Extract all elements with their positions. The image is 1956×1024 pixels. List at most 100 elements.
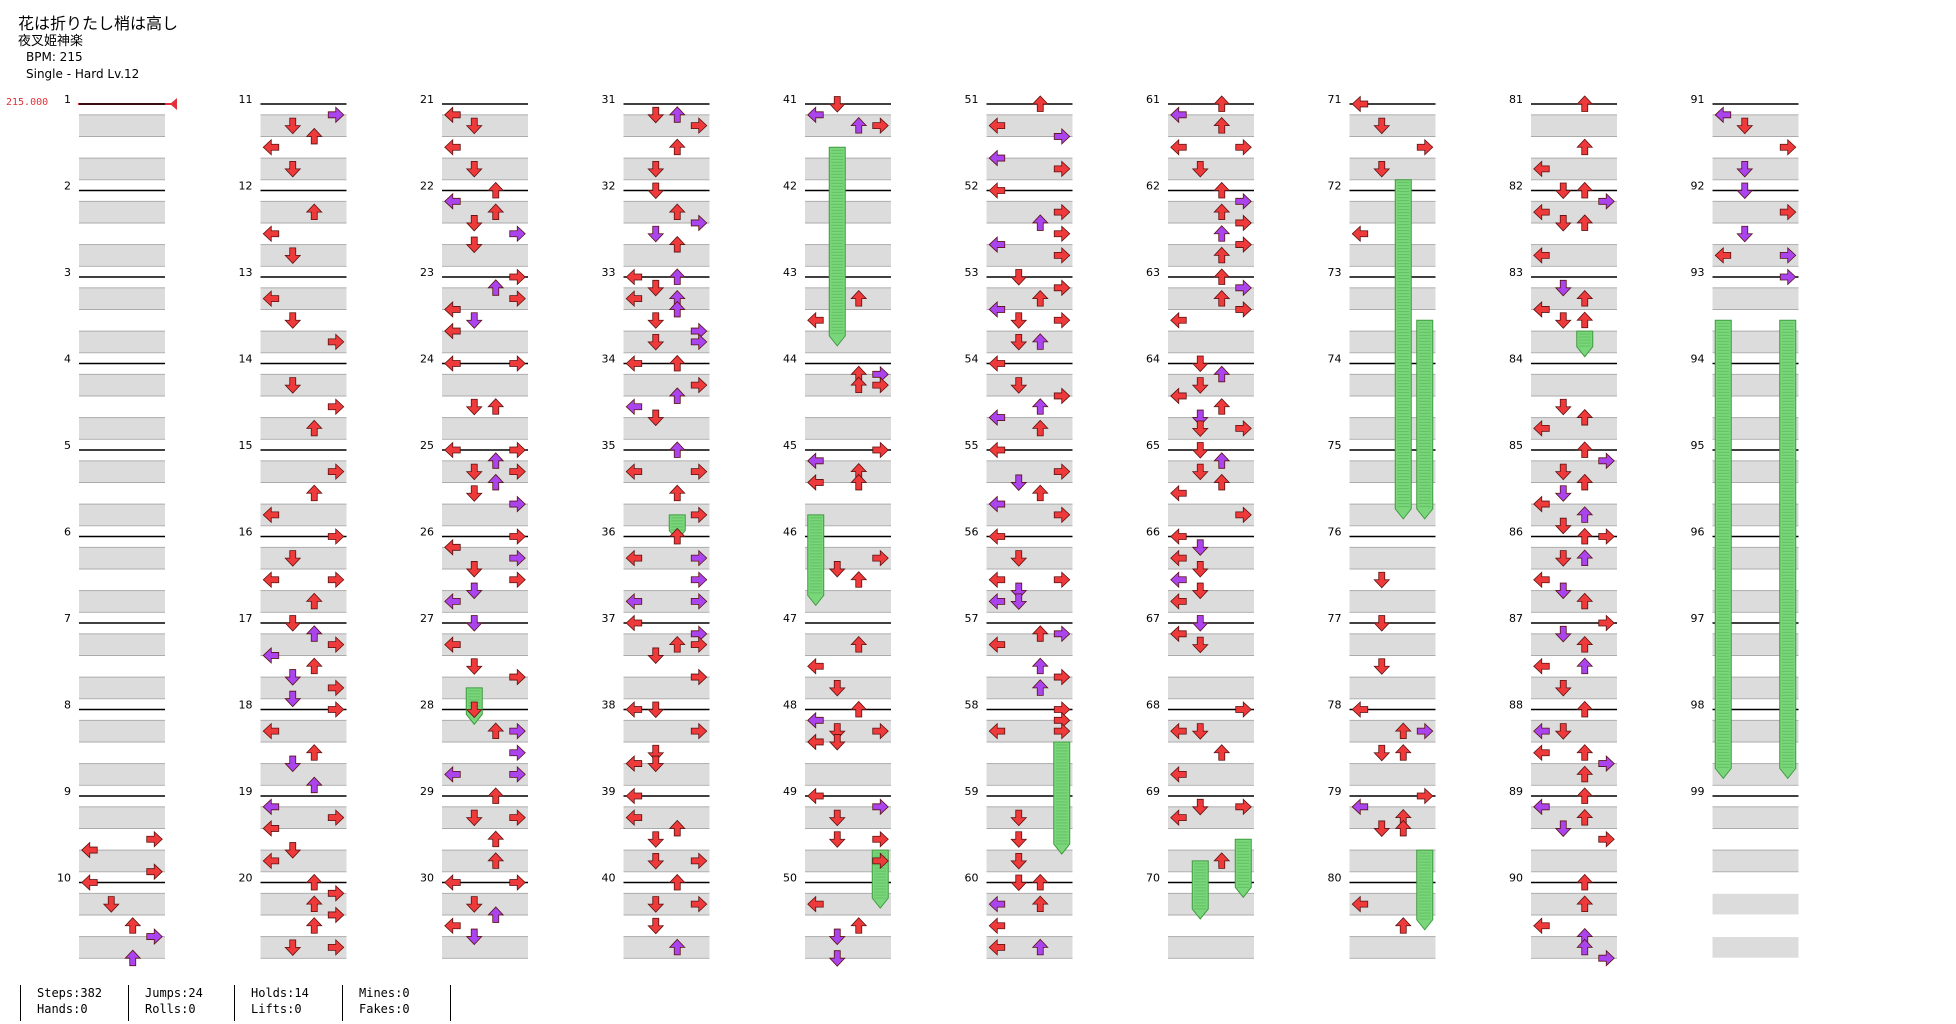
arrow-down-icon bbox=[465, 928, 483, 946]
staff-band bbox=[805, 591, 891, 612]
arrow-up-icon bbox=[305, 203, 323, 221]
arrow-right-icon bbox=[1598, 452, 1615, 470]
arrow-left-icon bbox=[81, 841, 98, 859]
arrow-up-icon bbox=[1031, 333, 1049, 350]
staff-band bbox=[1168, 461, 1254, 482]
staff-band bbox=[986, 677, 1073, 699]
staff-band bbox=[79, 720, 165, 742]
staff-band bbox=[1349, 893, 1436, 915]
arrow-left-icon bbox=[625, 398, 643, 416]
arrow-right-icon bbox=[327, 884, 345, 902]
measure-number: 34 bbox=[602, 353, 616, 366]
staff-band bbox=[623, 764, 710, 785]
arrow-right-icon bbox=[1235, 236, 1252, 253]
arrow-down-icon bbox=[828, 928, 846, 946]
arrow-down-icon bbox=[1736, 160, 1754, 178]
arrow-right-icon bbox=[690, 549, 708, 567]
arrow-left-icon bbox=[625, 355, 643, 372]
measure-number: 2 bbox=[64, 180, 71, 193]
staff-band bbox=[986, 807, 1073, 828]
measure-number: 95 bbox=[1691, 439, 1705, 452]
staff-band bbox=[986, 504, 1073, 526]
arrow-up-icon bbox=[1213, 203, 1231, 221]
arrow-down-icon bbox=[1736, 225, 1754, 243]
arrow-up-icon bbox=[1031, 625, 1049, 642]
staff-band bbox=[1349, 201, 1436, 223]
arrow-right-icon bbox=[1235, 214, 1252, 232]
staff-band bbox=[260, 374, 347, 396]
arrow-left-icon bbox=[1351, 798, 1369, 816]
arrow-down-icon bbox=[1554, 215, 1572, 232]
arrow-right-icon bbox=[1235, 419, 1252, 437]
staff-band bbox=[79, 764, 165, 785]
staff-band bbox=[1712, 591, 1799, 612]
arrow-right-icon bbox=[690, 506, 708, 524]
measure-number: 16 bbox=[239, 526, 253, 539]
staff-band bbox=[1712, 418, 1799, 439]
staff-band bbox=[79, 937, 165, 958]
staff-band bbox=[79, 331, 165, 353]
arrow-down-icon bbox=[284, 939, 302, 956]
arrow-down-icon bbox=[1010, 269, 1028, 286]
arrow-right-icon bbox=[1053, 279, 1071, 297]
staff-band bbox=[623, 547, 710, 569]
staff-band bbox=[1712, 547, 1799, 569]
arrow-left-icon bbox=[444, 592, 461, 610]
staff-band bbox=[1349, 374, 1436, 396]
staff-band bbox=[1168, 331, 1254, 353]
measure-number: 98 bbox=[1691, 699, 1705, 712]
arrow-right-icon bbox=[1053, 506, 1071, 524]
staff-band bbox=[442, 331, 528, 353]
staff-band bbox=[1168, 677, 1254, 699]
arrow-left-icon bbox=[262, 647, 280, 664]
arrow-left-icon bbox=[1170, 625, 1187, 643]
arrow-right-icon bbox=[1779, 268, 1797, 286]
measure-number: 28 bbox=[420, 699, 434, 712]
arrow-right-icon bbox=[1598, 192, 1615, 210]
arrow-right-icon bbox=[1053, 160, 1071, 178]
staff-band bbox=[79, 677, 165, 699]
arrow-up-icon bbox=[1213, 95, 1231, 112]
measure-number: 9 bbox=[64, 785, 71, 798]
arrow-right-icon bbox=[509, 528, 526, 545]
staff-band bbox=[260, 893, 347, 915]
arrow-up-icon bbox=[1213, 246, 1231, 264]
arrow-right-icon bbox=[1598, 755, 1615, 772]
staff-band bbox=[442, 461, 528, 482]
measure-number: 41 bbox=[783, 93, 797, 106]
staff-band bbox=[260, 937, 347, 958]
arrow-up-icon bbox=[1394, 744, 1412, 761]
staff-band bbox=[986, 418, 1073, 439]
arrow-right-icon bbox=[327, 679, 345, 697]
arrow-right-icon bbox=[327, 938, 345, 956]
staff-band bbox=[1712, 115, 1799, 136]
staff-band bbox=[986, 937, 1073, 958]
arrow-right-icon bbox=[872, 441, 889, 459]
hold-note bbox=[807, 514, 825, 607]
measure-number: 93 bbox=[1691, 266, 1705, 279]
arrow-down-icon bbox=[828, 734, 846, 751]
arrow-up-icon bbox=[668, 203, 686, 221]
staff-band bbox=[1168, 115, 1254, 136]
arrow-down-icon bbox=[647, 647, 665, 665]
measure-number: 7 bbox=[64, 612, 71, 625]
arrow-down-icon bbox=[465, 485, 483, 502]
staff-band bbox=[260, 677, 347, 699]
staff-band bbox=[805, 374, 891, 396]
arrow-up-icon bbox=[487, 452, 505, 469]
arrow-down-icon bbox=[465, 463, 483, 481]
arrow-right-icon bbox=[872, 852, 889, 870]
arrow-down-icon bbox=[1554, 679, 1572, 697]
arrow-right-icon bbox=[509, 765, 526, 783]
arrow-right-icon bbox=[327, 701, 345, 718]
staff-band bbox=[1531, 331, 1617, 353]
arrow-left-icon bbox=[807, 895, 824, 913]
arrow-right-icon bbox=[1779, 138, 1797, 156]
staff-band bbox=[79, 115, 165, 136]
measure-number: 89 bbox=[1509, 785, 1523, 798]
arrow-down-icon bbox=[647, 225, 665, 243]
arrow-down-icon bbox=[465, 398, 483, 416]
arrow-down-icon bbox=[1373, 160, 1391, 178]
arrow-up-icon bbox=[668, 138, 686, 156]
staff-band bbox=[623, 288, 710, 309]
